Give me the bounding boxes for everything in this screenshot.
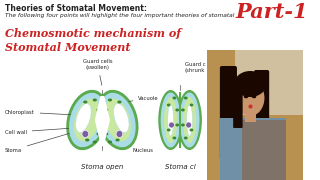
Polygon shape [179,92,181,148]
Text: Guard c
(shrunk: Guard c (shrunk [185,62,205,73]
Ellipse shape [114,103,129,132]
Ellipse shape [161,93,180,147]
Ellipse shape [116,130,123,138]
FancyBboxPatch shape [254,70,269,154]
Bar [242,120,286,180]
FancyBboxPatch shape [233,81,243,128]
Text: Stomatal Movement: Stomatal Movement [5,42,130,53]
Text: Cell wall: Cell wall [5,128,71,134]
Text: Guard cells
(swollen): Guard cells (swollen) [83,59,112,85]
Polygon shape [95,96,110,144]
Ellipse shape [66,90,108,150]
Ellipse shape [172,136,176,140]
Ellipse shape [168,104,173,136]
Ellipse shape [180,93,199,147]
Text: Nucleus: Nucleus [122,141,154,152]
Text: Stoma open: Stoma open [81,164,124,170]
Ellipse shape [116,138,120,141]
Ellipse shape [108,141,112,143]
Ellipse shape [189,103,193,107]
Text: Chloroplast: Chloroplast [5,109,73,115]
Ellipse shape [167,129,171,132]
Ellipse shape [158,90,183,150]
Bar [244,112,256,122]
Ellipse shape [189,129,193,132]
Ellipse shape [184,96,188,100]
Ellipse shape [234,71,266,97]
Ellipse shape [93,98,97,102]
Ellipse shape [82,130,89,138]
Ellipse shape [83,100,87,104]
Ellipse shape [96,109,101,111]
Ellipse shape [98,120,103,123]
Text: The following four points will highlight the four important theories of stomatal: The following four points will highlight… [5,13,234,18]
Ellipse shape [117,100,122,104]
Ellipse shape [96,132,101,136]
Bar [235,50,303,115]
Ellipse shape [175,123,179,127]
Ellipse shape [104,99,131,141]
Ellipse shape [69,93,105,147]
Ellipse shape [177,90,202,150]
Ellipse shape [76,103,91,132]
Text: Stoma cl: Stoma cl [165,164,196,170]
Bar [220,118,286,180]
Ellipse shape [236,80,264,116]
FancyBboxPatch shape [220,66,237,160]
Ellipse shape [186,122,191,128]
Ellipse shape [164,97,177,143]
Ellipse shape [85,138,89,141]
Ellipse shape [74,99,100,141]
Text: Part-1: Part-1 [235,2,308,22]
Ellipse shape [172,96,176,100]
Ellipse shape [187,104,192,136]
Ellipse shape [181,123,185,127]
Ellipse shape [99,93,136,147]
Ellipse shape [167,103,171,107]
Text: Theories of Stomatal Movement:: Theories of Stomatal Movement: [5,4,147,13]
Ellipse shape [104,109,108,111]
Ellipse shape [181,109,185,111]
Ellipse shape [175,109,179,111]
Ellipse shape [97,90,139,150]
Text: Stoma: Stoma [5,126,95,152]
Ellipse shape [108,98,112,102]
Bar [207,50,303,180]
Ellipse shape [104,132,108,136]
Ellipse shape [93,141,97,143]
Text: Chemosmotic mechanism of: Chemosmotic mechanism of [5,28,181,39]
Ellipse shape [184,136,188,140]
Ellipse shape [183,97,196,143]
Text: Vacuole: Vacuole [129,96,159,102]
Ellipse shape [169,122,174,128]
Ellipse shape [102,120,106,123]
